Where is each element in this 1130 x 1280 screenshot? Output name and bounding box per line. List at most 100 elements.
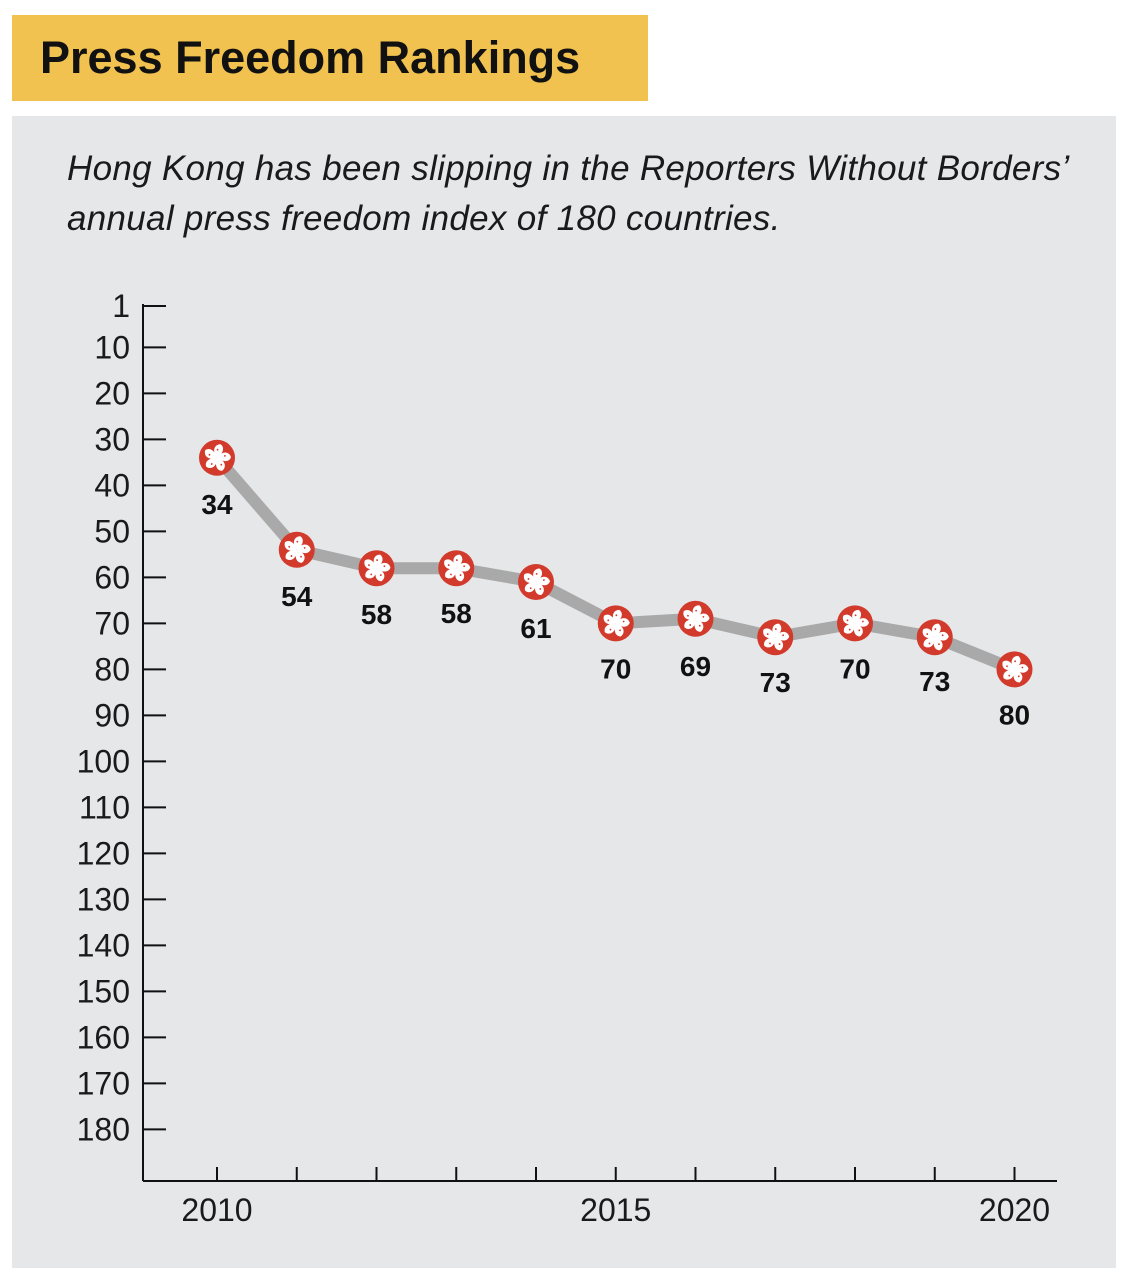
petal-star [296, 540, 299, 543]
data-label: 54 [281, 581, 313, 612]
petal [295, 549, 305, 563]
petal [215, 457, 225, 471]
petal [604, 623, 616, 634]
y-tick-label: 140 [77, 927, 130, 963]
y-tick-label: 40 [94, 467, 130, 503]
petal-star [224, 454, 226, 457]
petal-star [607, 619, 610, 622]
x-tick-label: 2010 [181, 1192, 252, 1228]
petal [364, 559, 377, 570]
petal-star [1021, 666, 1024, 669]
petal [373, 554, 383, 569]
data-label: 73 [919, 666, 950, 697]
petal [923, 637, 935, 648]
bauhinia-flower-icon [284, 536, 311, 563]
petal-star [689, 624, 692, 626]
data-label: 70 [839, 653, 870, 684]
petal [615, 618, 630, 627]
petal [853, 623, 863, 637]
petal-star [848, 628, 851, 631]
y-tick-label: 120 [77, 835, 130, 871]
data-point-marker [199, 439, 235, 476]
petal [534, 582, 544, 596]
petal-star [769, 642, 771, 645]
petal [772, 623, 782, 638]
bauhinia-flower-icon [364, 554, 391, 582]
petal [764, 637, 776, 648]
petal-star [455, 559, 458, 561]
data-label: 58 [361, 599, 392, 630]
petal-star [1017, 675, 1020, 678]
petal-star [766, 633, 769, 636]
petal-star [774, 628, 777, 630]
bauhinia-flower-icon [763, 623, 790, 651]
petal [456, 562, 471, 572]
petal [694, 618, 704, 632]
bauhinia-flower-icon [922, 623, 949, 651]
petal [852, 609, 862, 624]
petal [293, 536, 303, 550]
petal-star [459, 574, 462, 577]
y-tick-label: 80 [94, 651, 130, 687]
petal-star [368, 564, 370, 567]
y-tick-label: 20 [94, 375, 130, 411]
petal [285, 549, 297, 561]
petal [533, 568, 543, 582]
data-point-marker [278, 531, 315, 568]
y-tick-label: 90 [94, 697, 130, 733]
petal [524, 581, 537, 593]
y-tick-label: 100 [77, 743, 130, 779]
petal-star [463, 565, 466, 568]
petal-star [854, 614, 857, 617]
petal [614, 623, 624, 637]
petal-star [1006, 665, 1008, 668]
petal [692, 605, 702, 619]
x-tick-label: 2015 [580, 1192, 651, 1228]
y-tick-label: 1 [112, 288, 130, 324]
petal-star [539, 588, 542, 590]
y-tick-label: 180 [77, 1111, 130, 1147]
petal [536, 576, 550, 586]
y-tick-label: 10 [94, 329, 130, 365]
petal-star [376, 559, 379, 561]
petal-star [1014, 660, 1017, 663]
petal-star [450, 573, 452, 576]
petal [934, 631, 949, 641]
petal [695, 613, 710, 623]
petal [842, 614, 855, 625]
petal-star [370, 573, 373, 576]
petal [612, 609, 622, 624]
petal-star [447, 564, 450, 567]
petal-star [846, 619, 849, 622]
data-point-marker [677, 600, 714, 637]
petal [763, 628, 776, 639]
petal-star [702, 615, 705, 618]
bauhinia-flower-icon [603, 609, 630, 637]
petal-star [303, 546, 306, 549]
petal [296, 544, 311, 554]
petal [603, 614, 616, 625]
y-tick-label: 160 [77, 1019, 130, 1055]
y-tick-label: 70 [94, 605, 130, 641]
petal-star [1008, 674, 1011, 677]
petal-star [934, 628, 937, 630]
line-chart: 1102030405060708090100110120130140150160… [77, 288, 1057, 1228]
petal [365, 568, 377, 579]
petal-star [535, 572, 538, 575]
data-point-marker [438, 550, 475, 587]
data-point-marker [837, 605, 873, 642]
petal-star [543, 579, 545, 581]
petal-star [687, 614, 689, 617]
petal [775, 631, 790, 641]
data-label: 70 [600, 653, 631, 684]
chart-panel: Hong Kong has been slipping in the Repor… [12, 116, 1116, 1268]
petal-star [609, 628, 612, 631]
data-label: 61 [520, 613, 551, 644]
chart-subtitle: Hong Kong has been slipping in the Repor… [67, 149, 1068, 238]
petal [683, 610, 696, 620]
title-banner: Press Freedom Rankings [12, 15, 648, 101]
y-tick-label: 30 [94, 421, 130, 457]
petal-star [619, 629, 621, 632]
petal-star [926, 633, 929, 636]
petal [523, 573, 536, 583]
